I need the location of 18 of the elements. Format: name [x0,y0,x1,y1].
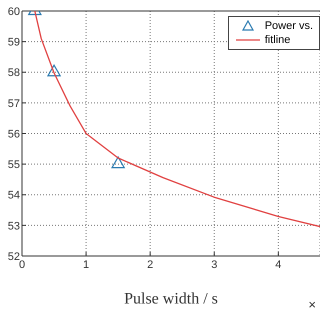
y-tick-label: 56 [8,128,20,140]
y-tick-label: 59 [8,36,20,49]
x-tick-label: 0 [18,258,26,271]
text: × [308,297,316,312]
legend-label: Power vs. [264,19,313,33]
y-tick-label: 53 [8,220,20,232]
x-tick-label: 1 [83,258,90,271]
x-tick-label: 4 [275,258,282,271]
y-tick-label: 58 [8,67,20,80]
x-tick-label: 2 [147,258,154,271]
y-tick-label: 54 [8,190,20,202]
legend-label: fitline [264,33,290,47]
y-tick-label: 57 [8,98,20,110]
x-tick-label: 3 [211,258,218,271]
x-axis-title: Pulse width / s [124,290,218,308]
y-tick-label: 55 [8,159,20,172]
y-tick-label: 52 [8,250,20,263]
y-tick-label: 60 [8,6,20,18]
